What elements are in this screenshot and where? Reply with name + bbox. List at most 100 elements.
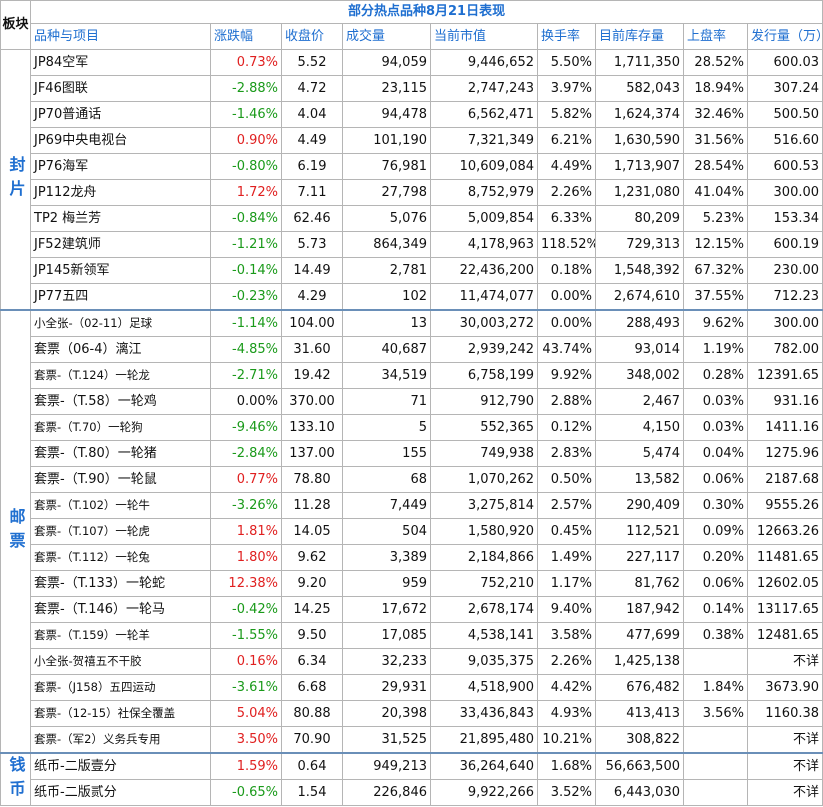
change-cell: 1.81% xyxy=(210,518,282,545)
close-price-cell: 0.64 xyxy=(281,752,343,780)
up-ratio-cell: 28.52% xyxy=(683,49,748,76)
market-cap-cell: 33,436,843 xyxy=(430,700,538,727)
market-cap-cell: 9,922,266 xyxy=(430,779,538,806)
item-name: 小全张-（02-11）足球 xyxy=(30,309,211,337)
issue-cell: 不详 xyxy=(746,648,823,675)
board-label: 封片 xyxy=(0,49,31,311)
turnover-cell: 1.49% xyxy=(537,544,596,571)
change-cell: 0.00% xyxy=(210,388,282,415)
issue-cell: 1160.38 xyxy=(746,700,823,727)
item-name: 套票-（T.112）一轮兔 xyxy=(30,544,211,571)
up-ratio-cell: 0.20% xyxy=(683,544,748,571)
table-row: 套票（06-4）漓江 -4.85% 31.60 40,687 2,939,242 43.7… xyxy=(1,336,823,363)
up-ratio-cell: 28.54% xyxy=(683,153,748,180)
close-price-cell: 6.34 xyxy=(281,648,343,675)
stock-cell: 1,425,138 xyxy=(595,648,684,675)
volume-cell: 68 xyxy=(342,466,431,493)
item-name: JP112龙舟 xyxy=(30,179,211,206)
turnover-cell: 0.12% xyxy=(537,414,596,441)
table-row: JP69中央电视台 0.90% 4.49 101,190 7,321,349 6.21% 1… xyxy=(1,127,823,154)
volume-cell: 23,115 xyxy=(342,75,431,102)
up-ratio-cell: 31.56% xyxy=(683,127,748,154)
item-name: JP70普通话 xyxy=(30,101,211,128)
volume-cell: 5 xyxy=(342,414,431,441)
issue-cell: 不详 xyxy=(746,752,823,780)
table-row: JF46图联 -2.88% 4.72 23,115 2,747,243 3.97% 582,… xyxy=(1,75,823,102)
up-ratio-cell: 0.06% xyxy=(683,570,748,597)
volume-cell: 94,059 xyxy=(342,49,431,76)
volume-cell: 7,449 xyxy=(342,492,431,519)
turnover-cell: 6.21% xyxy=(537,127,596,154)
item-name: 套票-（J158）五四运动 xyxy=(30,674,211,701)
market-cap-cell: 7,321,349 xyxy=(430,127,538,154)
up-ratio-cell xyxy=(683,726,748,754)
stock-cell: 6,443,030 xyxy=(595,779,684,806)
up-ratio-cell xyxy=(683,752,748,780)
close-price-cell: 62.46 xyxy=(281,205,343,232)
market-cap-cell: 9,446,652 xyxy=(430,49,538,76)
stock-cell: 112,521 xyxy=(595,518,684,545)
change-cell: -0.14% xyxy=(210,257,282,284)
volume-cell: 13 xyxy=(342,309,431,337)
item-name: 套票-（T.90）一轮鼠 xyxy=(30,466,211,493)
item-name: 套票（06-4）漓江 xyxy=(30,336,211,363)
item-name: 套票-（T.159）一轮羊 xyxy=(30,622,211,649)
market-cap-cell: 4,518,900 xyxy=(430,674,538,701)
close-price-cell: 137.00 xyxy=(281,440,343,467)
volume-cell: 17,672 xyxy=(342,596,431,623)
change-cell: -3.61% xyxy=(210,674,282,701)
volume-cell: 29,931 xyxy=(342,674,431,701)
table-row: 套票-（T.124）一轮龙 -2.71% 19.42 34,519 6,758,199 9… xyxy=(1,362,823,389)
issue-cell: 2187.68 xyxy=(746,466,823,493)
issue-cell: 300.00 xyxy=(746,309,823,337)
volume-cell: 2,781 xyxy=(342,257,431,284)
change-cell: 12.38% xyxy=(210,570,282,597)
item-name: JF46图联 xyxy=(30,75,211,102)
up-ratio-cell: 0.14% xyxy=(683,596,748,623)
market-cap-cell: 5,009,854 xyxy=(430,205,538,232)
close-price-cell: 5.52 xyxy=(281,49,343,76)
market-cap-cell: 752,210 xyxy=(430,570,538,597)
turnover-cell: 9.40% xyxy=(537,596,596,623)
market-cap-cell: 8,752,979 xyxy=(430,179,538,206)
close-price-cell: 7.11 xyxy=(281,179,343,206)
close-price-cell: 4.29 xyxy=(281,283,343,311)
issue-cell: 13117.65 xyxy=(746,596,823,623)
stock-cell: 1,231,080 xyxy=(595,179,684,206)
up-ratio-cell: 0.03% xyxy=(683,388,748,415)
change-cell: -1.14% xyxy=(210,309,282,337)
stock-cell: 1,548,392 xyxy=(595,257,684,284)
market-cap-cell: 6,758,199 xyxy=(430,362,538,389)
issue-cell: 153.34 xyxy=(746,205,823,232)
change-cell: -0.80% xyxy=(210,153,282,180)
market-cap-cell: 912,790 xyxy=(430,388,538,415)
change-cell: -9.46% xyxy=(210,414,282,441)
item-name: JP145新领军 xyxy=(30,257,211,284)
change-cell: -0.42% xyxy=(210,596,282,623)
volume-cell: 226,846 xyxy=(342,779,431,806)
turnover-cell: 2.26% xyxy=(537,179,596,206)
change-cell: 5.04% xyxy=(210,700,282,727)
up-ratio-cell: 18.94% xyxy=(683,75,748,102)
volume-cell: 32,233 xyxy=(342,648,431,675)
market-cap-cell: 30,003,272 xyxy=(430,309,538,337)
change-cell: -0.84% xyxy=(210,205,282,232)
turnover-cell: 2.83% xyxy=(537,440,596,467)
change-cell: -2.84% xyxy=(210,440,282,467)
market-cap-cell: 1,580,920 xyxy=(430,518,538,545)
issue-cell: 1275.96 xyxy=(746,440,823,467)
turnover-cell: 0.50% xyxy=(537,466,596,493)
close-price-cell: 70.90 xyxy=(281,726,343,754)
table-row: 套票-（T.159）一轮羊 -1.55% 9.50 17,085 4,538,141 3.… xyxy=(1,622,823,649)
issue-cell: 1411.16 xyxy=(746,414,823,441)
issue-cell: 516.60 xyxy=(746,127,823,154)
up-ratio-cell: 5.23% xyxy=(683,205,748,232)
market-cap-cell: 749,938 xyxy=(430,440,538,467)
volume-cell: 31,525 xyxy=(342,726,431,754)
up-ratio-cell: 0.09% xyxy=(683,518,748,545)
table-row: 邮票 小全张-（02-11）足球 -1.14% 104.00 13 30,003,272 0… xyxy=(0,309,823,754)
table-row: JF52建筑师 -1.21% 5.73 864,349 4,178,963 118.52%… xyxy=(1,231,823,258)
up-ratio-cell: 0.28% xyxy=(683,362,748,389)
change-cell: -0.23% xyxy=(210,283,282,311)
up-ratio-cell: 0.04% xyxy=(683,440,748,467)
